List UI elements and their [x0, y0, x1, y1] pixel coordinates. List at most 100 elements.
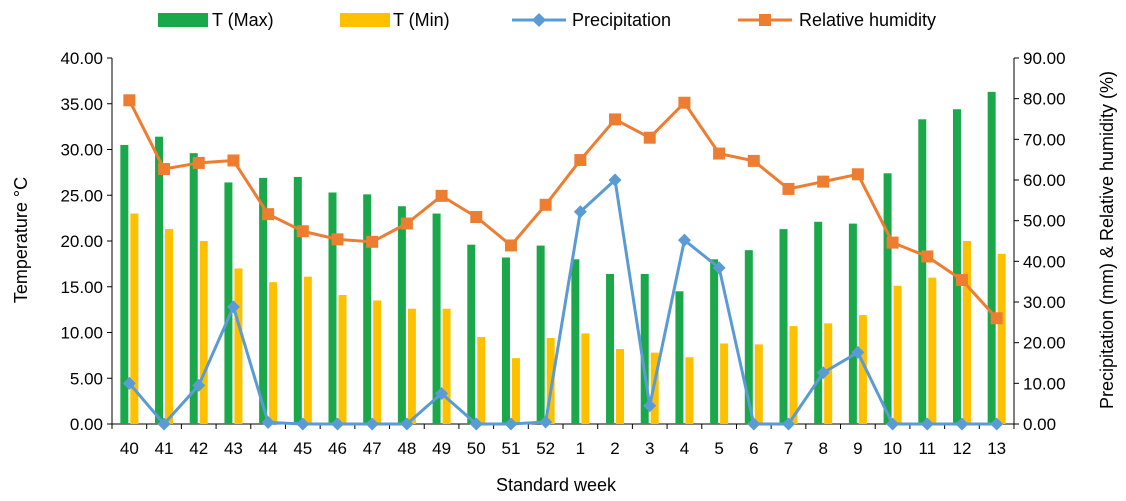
- right-tick-label: 50.00: [1023, 212, 1066, 231]
- tmin-bar: [338, 294, 347, 424]
- precipitation-marker: [435, 387, 449, 400]
- precipitation-marker: [816, 366, 830, 380]
- tmax-bar: [189, 153, 198, 424]
- humidity-marker: [435, 189, 448, 202]
- x-tick-label: 50: [467, 439, 486, 458]
- legend-humidity-marker: [759, 14, 771, 26]
- x-tick-label: 45: [293, 439, 312, 458]
- tmax-bar: [814, 221, 823, 424]
- tmax-bar: [432, 213, 441, 424]
- x-tick-label: 52: [536, 439, 555, 458]
- precipitation-marker: [990, 417, 1004, 431]
- humidity-marker: [262, 208, 275, 221]
- tmin-bar: [511, 358, 520, 424]
- precipitation-marker: [955, 417, 969, 431]
- left-tick-label: 10.00: [60, 324, 103, 343]
- x-tick-label: 7: [784, 439, 793, 458]
- precipitation-marker: [712, 261, 726, 275]
- humidity-marker: [851, 168, 864, 181]
- legend-precipitation-label: Precipitation: [572, 10, 671, 30]
- precipitation-marker: [851, 345, 865, 359]
- tmax-bar: [328, 192, 337, 424]
- left-axis-title: Temperature °C: [11, 177, 31, 303]
- precipitation-marker: [365, 417, 379, 431]
- precipitation-marker: [157, 417, 171, 431]
- tmax-bar: [640, 273, 649, 424]
- tmin-bar: [893, 285, 902, 424]
- precipitation-marker: [920, 417, 934, 431]
- right-tick-label: 90.00: [1023, 49, 1066, 68]
- x-tick-label: 12: [953, 439, 972, 458]
- x-tick-label: 10: [883, 439, 902, 458]
- x-tick-label: 2: [610, 439, 619, 458]
- right-tick-label: 70.00: [1023, 130, 1066, 149]
- tmax-bar: [606, 273, 615, 424]
- right-tick-label: 20.00: [1023, 334, 1066, 353]
- tmin-bar: [962, 241, 971, 424]
- tmax-bar: [918, 119, 927, 425]
- x-axis-title: Standard week: [496, 475, 617, 495]
- left-tick-label: 35.00: [60, 95, 103, 114]
- right-tick-label: 60.00: [1023, 171, 1066, 190]
- right-axis-title: Precipitation (mm) & Relative humidity (…: [1097, 71, 1117, 409]
- right-tick-label: 80.00: [1023, 90, 1066, 109]
- x-tick-label: 11: [918, 439, 936, 458]
- x-tick-label: 6: [749, 439, 758, 458]
- x-tick-label: 1: [576, 439, 585, 458]
- precipitation-marker: [400, 417, 414, 431]
- precipitation-marker: [573, 205, 587, 219]
- tmax-bar: [293, 176, 302, 424]
- tmin-bar: [997, 253, 1006, 424]
- humidity-marker: [574, 154, 587, 167]
- x-tick-label: 49: [432, 439, 451, 458]
- precipitation-marker: [296, 417, 310, 431]
- humidity-marker: [158, 163, 171, 176]
- x-tick-label: 44: [259, 439, 278, 458]
- tmin-bar: [199, 241, 208, 424]
- tmin-bar: [789, 326, 798, 424]
- tmax-bar: [536, 245, 545, 424]
- tmax-bar: [675, 291, 684, 424]
- left-tick-label: 20.00: [60, 232, 103, 251]
- tmax-bar: [952, 109, 961, 425]
- tmax-bar: [224, 182, 233, 424]
- precipitation-marker: [261, 415, 275, 429]
- tmin-bar: [616, 348, 625, 424]
- tmax-bar: [710, 259, 719, 424]
- tmin-bar: [165, 229, 174, 424]
- humidity-marker: [400, 217, 413, 230]
- tmin-bar: [303, 276, 312, 424]
- bars: [120, 91, 1006, 425]
- x-tick-label: 43: [224, 439, 243, 458]
- tmin-bar: [546, 337, 555, 424]
- humidity-marker: [886, 236, 899, 249]
- legend-tmax-swatch: [158, 13, 208, 27]
- x-tick-label: 40: [120, 439, 139, 458]
- precipitation-marker: [886, 417, 900, 431]
- x-tick-label: 8: [818, 439, 827, 458]
- precipitation-marker: [608, 173, 622, 187]
- x-tick-label: 48: [397, 439, 416, 458]
- humidity-marker: [817, 175, 830, 188]
- legend-tmin-swatch: [340, 13, 390, 27]
- precipitation-marker: [226, 300, 240, 314]
- tmin-bar: [581, 333, 590, 424]
- tmax-bar: [848, 223, 857, 424]
- left-tick-label: 5.00: [70, 369, 103, 388]
- precipitation-marker: [747, 417, 761, 431]
- tmax-bar: [155, 136, 164, 424]
- x-tick-label: 51: [502, 439, 521, 458]
- humidity-marker: [713, 147, 726, 160]
- left-tick-label: 0.00: [70, 415, 103, 434]
- tmax-bar: [120, 144, 129, 425]
- humidity-marker: [955, 274, 968, 287]
- tmin-bar: [858, 315, 867, 424]
- humidity-marker: [296, 225, 309, 238]
- precipitation-marker: [504, 417, 518, 431]
- tmax-bar: [883, 173, 892, 424]
- x-tick-label: 5: [714, 439, 723, 458]
- left-tick-label: 15.00: [60, 278, 103, 297]
- humidity-marker: [990, 312, 1003, 325]
- x-tick-label: 3: [645, 439, 654, 458]
